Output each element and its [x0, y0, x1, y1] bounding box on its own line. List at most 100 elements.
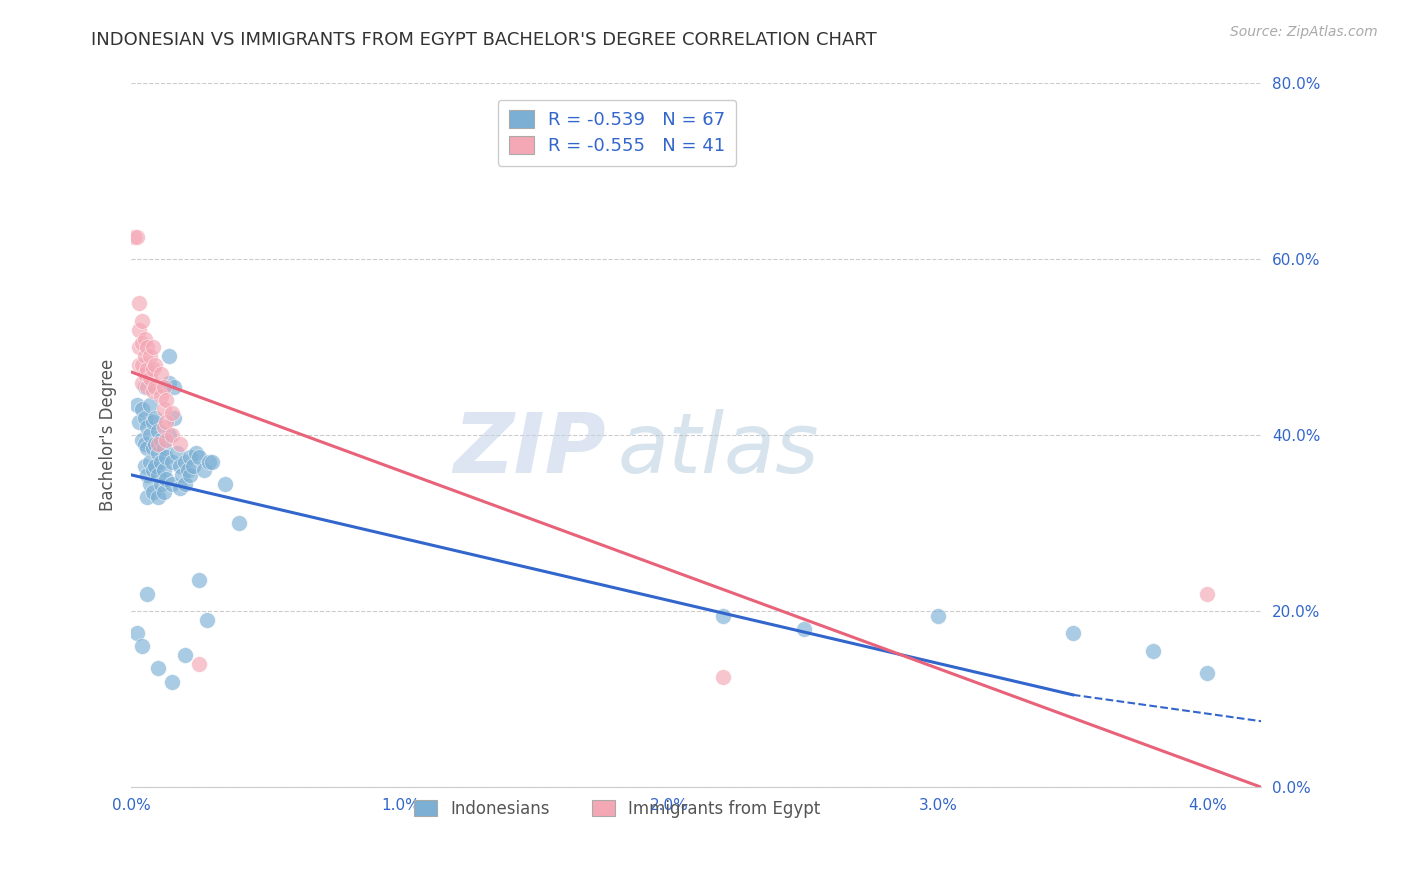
- Point: [134, 380, 156, 394]
- Point: [134, 349, 156, 363]
- Point: [136, 362, 159, 376]
- Point: [136, 467, 159, 482]
- Point: [172, 467, 194, 482]
- Point: [157, 349, 180, 363]
- Point: [155, 472, 177, 486]
- Point: [187, 450, 209, 465]
- Point: [125, 230, 148, 244]
- Point: [214, 476, 236, 491]
- Point: [155, 415, 177, 429]
- Point: [169, 481, 191, 495]
- Point: [131, 358, 153, 372]
- Point: [142, 485, 165, 500]
- Point: [146, 467, 169, 482]
- Point: [145, 410, 167, 425]
- Point: [128, 323, 150, 337]
- Point: [131, 314, 153, 328]
- Point: [131, 376, 153, 390]
- Point: [142, 463, 165, 477]
- Point: [145, 358, 167, 372]
- Point: [793, 622, 815, 636]
- Point: [149, 476, 172, 491]
- Point: [131, 401, 153, 416]
- Point: [142, 442, 165, 456]
- Point: [139, 428, 162, 442]
- Point: [155, 450, 177, 465]
- Point: [149, 389, 172, 403]
- Point: [169, 437, 191, 451]
- Point: [174, 476, 197, 491]
- Point: [163, 410, 186, 425]
- Point: [195, 613, 218, 627]
- Point: [160, 476, 183, 491]
- Point: [136, 380, 159, 394]
- Point: [201, 455, 224, 469]
- Point: [711, 608, 734, 623]
- Point: [139, 476, 162, 491]
- Point: [134, 459, 156, 474]
- Point: [136, 340, 159, 354]
- Point: [139, 455, 162, 469]
- Point: [128, 340, 150, 354]
- Point: [1197, 587, 1219, 601]
- Point: [128, 296, 150, 310]
- Point: [139, 397, 162, 411]
- Point: [711, 670, 734, 684]
- Point: [174, 455, 197, 469]
- Point: [136, 442, 159, 456]
- Point: [152, 463, 174, 477]
- Legend: Indonesians, Immigrants from Egypt: Indonesians, Immigrants from Egypt: [408, 793, 827, 824]
- Point: [131, 335, 153, 350]
- Point: [139, 349, 162, 363]
- Point: [181, 459, 204, 474]
- Text: atlas: atlas: [617, 409, 818, 490]
- Point: [142, 340, 165, 354]
- Point: [160, 428, 183, 442]
- Point: [146, 661, 169, 675]
- Point: [146, 446, 169, 460]
- Point: [125, 397, 148, 411]
- Point: [155, 393, 177, 408]
- Point: [134, 410, 156, 425]
- Point: [136, 419, 159, 434]
- Point: [1197, 665, 1219, 680]
- Point: [152, 442, 174, 456]
- Point: [228, 516, 250, 531]
- Point: [193, 463, 215, 477]
- Point: [128, 358, 150, 372]
- Point: [142, 362, 165, 376]
- Point: [1062, 626, 1084, 640]
- Point: [122, 230, 145, 244]
- Point: [152, 401, 174, 416]
- Point: [179, 467, 201, 482]
- Point: [145, 380, 167, 394]
- Point: [184, 446, 207, 460]
- Point: [152, 485, 174, 500]
- Point: [145, 459, 167, 474]
- Point: [125, 626, 148, 640]
- Point: [179, 450, 201, 465]
- Point: [134, 437, 156, 451]
- Point: [149, 455, 172, 469]
- Point: [927, 608, 949, 623]
- Point: [157, 428, 180, 442]
- Point: [155, 433, 177, 447]
- Point: [131, 433, 153, 447]
- Text: Source: ZipAtlas.com: Source: ZipAtlas.com: [1230, 25, 1378, 39]
- Point: [149, 367, 172, 381]
- Point: [131, 640, 153, 654]
- Point: [146, 437, 169, 451]
- Point: [160, 674, 183, 689]
- Point: [134, 367, 156, 381]
- Point: [136, 587, 159, 601]
- Text: INDONESIAN VS IMMIGRANTS FROM EGYPT BACHELOR'S DEGREE CORRELATION CHART: INDONESIAN VS IMMIGRANTS FROM EGYPT BACH…: [91, 31, 877, 49]
- Point: [139, 371, 162, 385]
- Point: [142, 384, 165, 399]
- Point: [187, 657, 209, 671]
- Point: [163, 380, 186, 394]
- Point: [145, 437, 167, 451]
- Point: [160, 406, 183, 420]
- Point: [128, 415, 150, 429]
- Point: [174, 648, 197, 663]
- Y-axis label: Bachelor's Degree: Bachelor's Degree: [100, 359, 117, 511]
